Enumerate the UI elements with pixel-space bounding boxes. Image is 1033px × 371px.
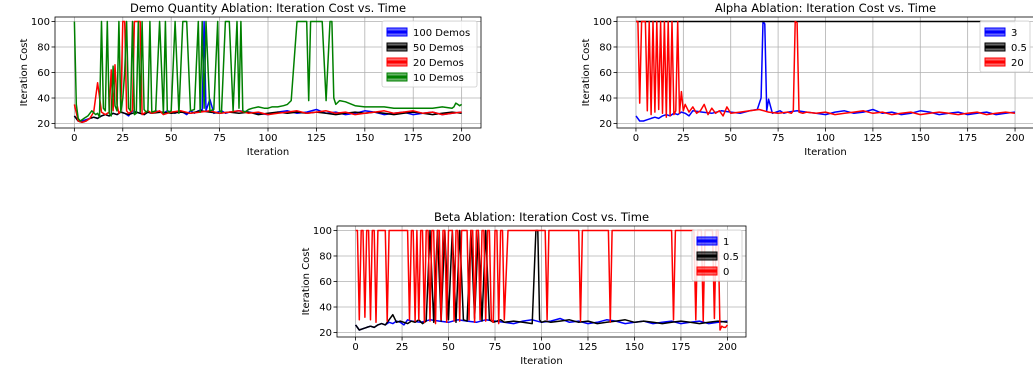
demo-y-tick-label: 20 — [37, 119, 50, 130]
beta-chart: 0 25 50 75 100 125 150 175 200 20 40 60 80 100 Beta Ab… — [301, 210, 747, 367]
demo-y-axis-label: Iteration Cost — [19, 39, 30, 107]
demo-x-tick-label: 175 — [404, 133, 423, 144]
alpha-y-axis-label: Iteration Cost — [581, 39, 592, 107]
alpha-series-group — [635, 20, 1016, 122]
beta-x-axis-label: Iteration — [520, 356, 562, 367]
beta-y-axis-label: Iteration Cost — [301, 248, 312, 316]
demo-chart: 0 25 50 75 100 125 150 175 200 20 40 60 80 100 Demo Qu… — [19, 1, 482, 158]
demo-x-axis-label: Iteration — [247, 147, 289, 158]
demo-x-tick-label: 0 — [71, 133, 77, 144]
beta-x-tick-label: 75 — [489, 342, 502, 353]
demo-chart-title: Demo Quantity Ablation: Iteration Cost v… — [130, 1, 406, 15]
alpha-x-tick-label: 0 — [633, 133, 639, 144]
alpha-x-tick-label: 50 — [724, 133, 737, 144]
beta-y-tick-label: 40 — [319, 303, 332, 314]
alpha-y-tick-label: 60 — [599, 68, 612, 79]
demo-y-tick-label: 60 — [37, 68, 50, 79]
beta-x-tick-label: 50 — [442, 342, 455, 353]
alpha-y-tick-label: 40 — [599, 94, 612, 105]
beta-y-tick-label: 60 — [319, 277, 332, 288]
alpha-legend: 3 0.5 20 — [979, 20, 1031, 73]
demo-legend: 100 Demos 50 Demos 20 Demos 10 Demos — [381, 20, 478, 88]
beta-x-tick-label: 150 — [625, 342, 644, 353]
alpha-x-tick-label: 75 — [772, 133, 785, 144]
demo-series-group — [73, 20, 463, 124]
demo-x-tick-label: 150 — [355, 133, 374, 144]
beta-series-group — [354, 229, 728, 331]
beta-legend-label: 0.5 — [723, 252, 739, 263]
demo-x-tick-label: 200 — [452, 133, 471, 144]
beta-series-line-1 — [354, 229, 728, 331]
beta-series-line-2 — [355, 229, 728, 331]
beta-legend-label: 1 — [723, 237, 729, 248]
alpha-x-tick-label: 100 — [816, 133, 835, 144]
alpha-chart-title: Alpha Ablation: Iteration Cost vs. Time — [715, 1, 936, 15]
beta-x-tick-label: 25 — [396, 342, 409, 353]
beta-legend: 10.50 — [691, 229, 743, 282]
alpha-legend-label: 0.5 — [1011, 43, 1027, 54]
beta-x-tick-label: 175 — [671, 342, 690, 353]
alpha-series-line-2 — [636, 20, 1016, 118]
demo-series-line-3 — [73, 20, 463, 122]
beta-y-tick-label: 80 — [319, 251, 332, 262]
alpha-y-tick-label: 100 — [593, 17, 612, 28]
demo-y-tick-label: 100 — [31, 17, 50, 28]
alpha-legend-label: 3 — [1011, 28, 1017, 39]
alpha-x-tick-label: 25 — [677, 133, 690, 144]
demo-series-line-1 — [73, 110, 462, 124]
demo-y-tick-label: 40 — [37, 94, 50, 105]
demo-legend-label: 100 Demos — [413, 28, 470, 39]
demo-x-tick-label: 75 — [213, 133, 226, 144]
demo-x-tick-label: 50 — [165, 133, 178, 144]
demo-legend-label: 50 Demos — [413, 43, 464, 54]
beta-x-tick-label: 0 — [352, 342, 358, 353]
demo-legend-frame — [381, 20, 478, 88]
beta-y-tick-label: 20 — [319, 328, 332, 339]
beta-legend-label: 0 — [723, 267, 729, 278]
alpha-x-axis-label: Iteration — [804, 147, 846, 158]
alpha-chart: 0 25 50 75 100 125 150 175 200 20 40 60 80 100 Alpha A… — [581, 1, 1033, 158]
demo-y-tick-label: 80 — [37, 42, 50, 53]
alpha-x-tick-label: 200 — [1005, 133, 1024, 144]
demo-x-tick-label: 25 — [116, 133, 129, 144]
beta-y-tick-label: 100 — [313, 226, 332, 237]
demo-x-tick-label: 100 — [258, 133, 277, 144]
beta-x-tick-label: 100 — [532, 342, 551, 353]
alpha-x-tick-label: 150 — [911, 133, 930, 144]
beta-x-tick-label: 125 — [578, 342, 597, 353]
beta-chart-title: Beta Ablation: Iteration Cost vs. Time — [434, 210, 649, 224]
alpha-x-tick-label: 125 — [863, 133, 882, 144]
alpha-y-tick-label: 80 — [599, 42, 612, 53]
alpha-x-tick-label: 175 — [958, 133, 977, 144]
demo-x-tick-label: 125 — [307, 133, 326, 144]
alpha-y-tick-label: 20 — [599, 119, 612, 130]
demo-legend-label: 20 Demos — [413, 58, 464, 69]
demo-legend-label: 10 Demos — [413, 73, 464, 84]
alpha-legend-label: 20 — [1011, 58, 1024, 69]
beta-x-tick-label: 200 — [718, 342, 737, 353]
